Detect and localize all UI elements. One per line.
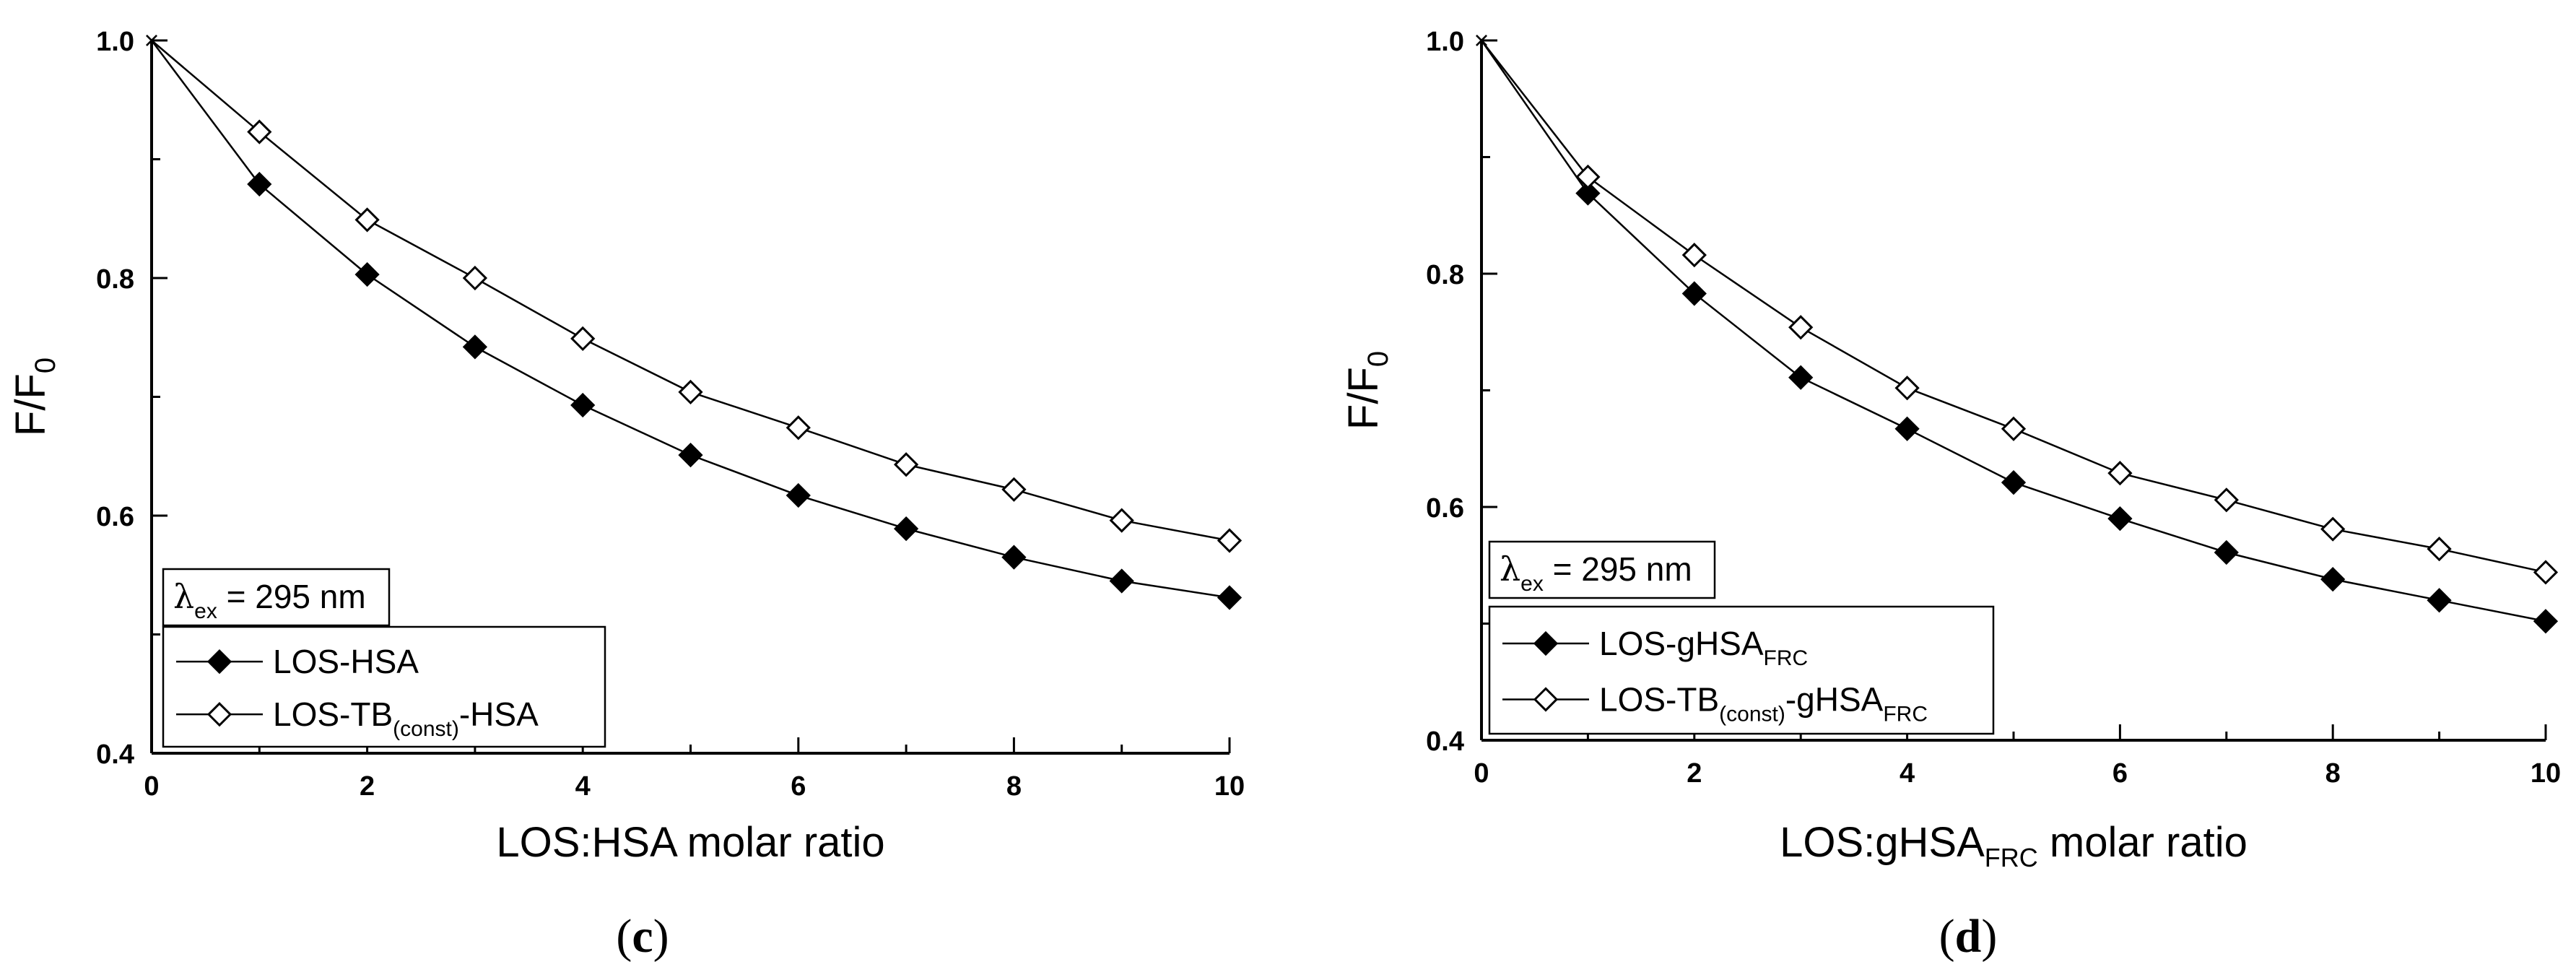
legend-label: LOS-gHSAFRC — [1599, 625, 1808, 670]
data-point — [2107, 506, 2133, 532]
x-tick-label: 8 — [2325, 758, 2341, 789]
data-point — [247, 171, 272, 197]
data-point — [1217, 585, 1243, 610]
data-point — [570, 326, 596, 352]
x-tick-label: 0 — [144, 771, 159, 802]
legend: LOS-gHSAFRC LOS-TB(const)-gHSAFRC — [1488, 605, 1995, 735]
data-point — [1894, 376, 1920, 401]
y-tick-label: 1.0 — [1426, 27, 1464, 57]
data-point — [786, 415, 811, 441]
data-point — [2214, 539, 2239, 565]
y-axis-title: F/F0 — [7, 357, 61, 436]
data-point — [1109, 568, 1134, 594]
data-point — [1109, 508, 1134, 533]
legend-frame — [1488, 605, 1995, 735]
data-point — [1894, 416, 1920, 441]
data-point — [2320, 516, 2346, 542]
data-point — [1001, 545, 1027, 570]
data-point — [1575, 164, 1601, 190]
data-point — [1788, 315, 1814, 340]
data-point — [247, 119, 272, 144]
x-axis-title: LOS:HSA molar ratio — [496, 819, 884, 866]
legend-item: LOS-gHSAFRC — [1502, 625, 1808, 670]
data-point — [1476, 35, 1487, 46]
legend-label: LOS-TB(const)-HSA — [273, 695, 539, 741]
legend-marker — [1533, 630, 1559, 656]
data-point — [678, 379, 703, 405]
legend-marker — [1533, 687, 1559, 712]
y-tick-label: 0.6 — [96, 502, 134, 532]
data-point — [2001, 416, 2027, 441]
y-tick-label: 0.4 — [96, 740, 134, 770]
legend-marker — [206, 702, 232, 727]
data-point — [893, 452, 919, 477]
legend-label: LOS-HSA — [273, 643, 419, 680]
data-point — [2320, 567, 2346, 592]
series-open — [146, 35, 1243, 553]
legend-frame — [162, 625, 606, 748]
data-point — [354, 261, 380, 287]
series-line — [1480, 40, 2546, 623]
y-axis-title: F/F0 — [1340, 351, 1394, 430]
chart-panel-d: 0 2 4 6 8 10 0.4 0.6 0.8 1.0 F/F0 LOS:gHSAFRC molar… — [1340, 27, 2561, 963]
y-tick-label: 0.8 — [96, 264, 134, 295]
x-tick-label: 2 — [360, 771, 375, 802]
annotation-box: λex = 295 nm — [162, 568, 391, 627]
legend-item: LOS-TB(const)-gHSAFRC — [1502, 680, 1928, 726]
chart-panel-c: 0 2 4 6 8 10 0.4 0.6 0.8 1.0 F/F0 LOS:HSA molar rat… — [7, 27, 1245, 963]
data-point — [2533, 609, 2559, 634]
annotation-box: λex = 295 nm — [1488, 540, 1716, 599]
data-point — [2107, 461, 2133, 486]
annotation-text: λex = 295 nm — [173, 577, 366, 623]
data-point — [1788, 365, 1814, 390]
annotation-frame — [1488, 540, 1716, 599]
data-point — [1001, 477, 1027, 502]
x-tick-label: 4 — [1900, 758, 1915, 789]
legend-item: LOS-TB(const)-HSA — [176, 695, 539, 741]
x-axis-title: LOS:gHSAFRC molar ratio — [1780, 819, 2248, 872]
data-point — [2427, 537, 2452, 562]
legend-label: LOS-TB(const)-gHSAFRC — [1599, 680, 1928, 726]
panel-label: (c) — [616, 910, 669, 963]
panel-label: (d) — [1939, 910, 1998, 963]
data-point — [462, 334, 488, 360]
annotation-text: λex = 295 nm — [1500, 550, 1692, 596]
y-tick-label: 0.6 — [1426, 493, 1464, 524]
annotation-frame — [162, 568, 391, 627]
data-point — [146, 35, 157, 46]
series-filled — [146, 35, 1243, 610]
x-tick-label: 2 — [1687, 758, 1702, 789]
y-tick-label: 0.4 — [1426, 727, 1464, 757]
x-tick-label: 6 — [791, 771, 806, 802]
data-point — [1681, 281, 1707, 306]
data-point — [570, 392, 596, 418]
data-point — [678, 442, 703, 468]
data-point — [1575, 181, 1601, 206]
data-point — [2427, 588, 2452, 613]
legend-marker — [206, 649, 232, 675]
data-point — [462, 265, 488, 291]
legend-item: LOS-HSA — [176, 643, 419, 680]
y-tick-label: 0.8 — [1426, 260, 1464, 290]
data-point — [354, 207, 380, 233]
data-point — [2214, 487, 2239, 513]
x-tick-label: 0 — [1474, 758, 1489, 789]
series-open — [1476, 35, 2559, 585]
data-point — [1681, 243, 1707, 268]
legend: LOS-HSA LOS-TB(const)-HSA — [162, 625, 606, 748]
data-point — [2533, 560, 2559, 585]
x-tick-label: 6 — [2112, 758, 2128, 789]
series-filled — [1476, 35, 2559, 634]
data-point — [893, 516, 919, 542]
y-tick-label: 1.0 — [96, 27, 134, 57]
data-point — [1217, 528, 1243, 553]
x-tick-label: 4 — [575, 771, 591, 802]
x-tick-label: 10 — [2531, 758, 2561, 789]
data-point — [2001, 469, 2027, 495]
data-point — [786, 482, 811, 508]
x-tick-label: 10 — [1214, 771, 1245, 802]
series-line — [151, 40, 1230, 599]
x-tick-label: 8 — [1006, 771, 1022, 802]
